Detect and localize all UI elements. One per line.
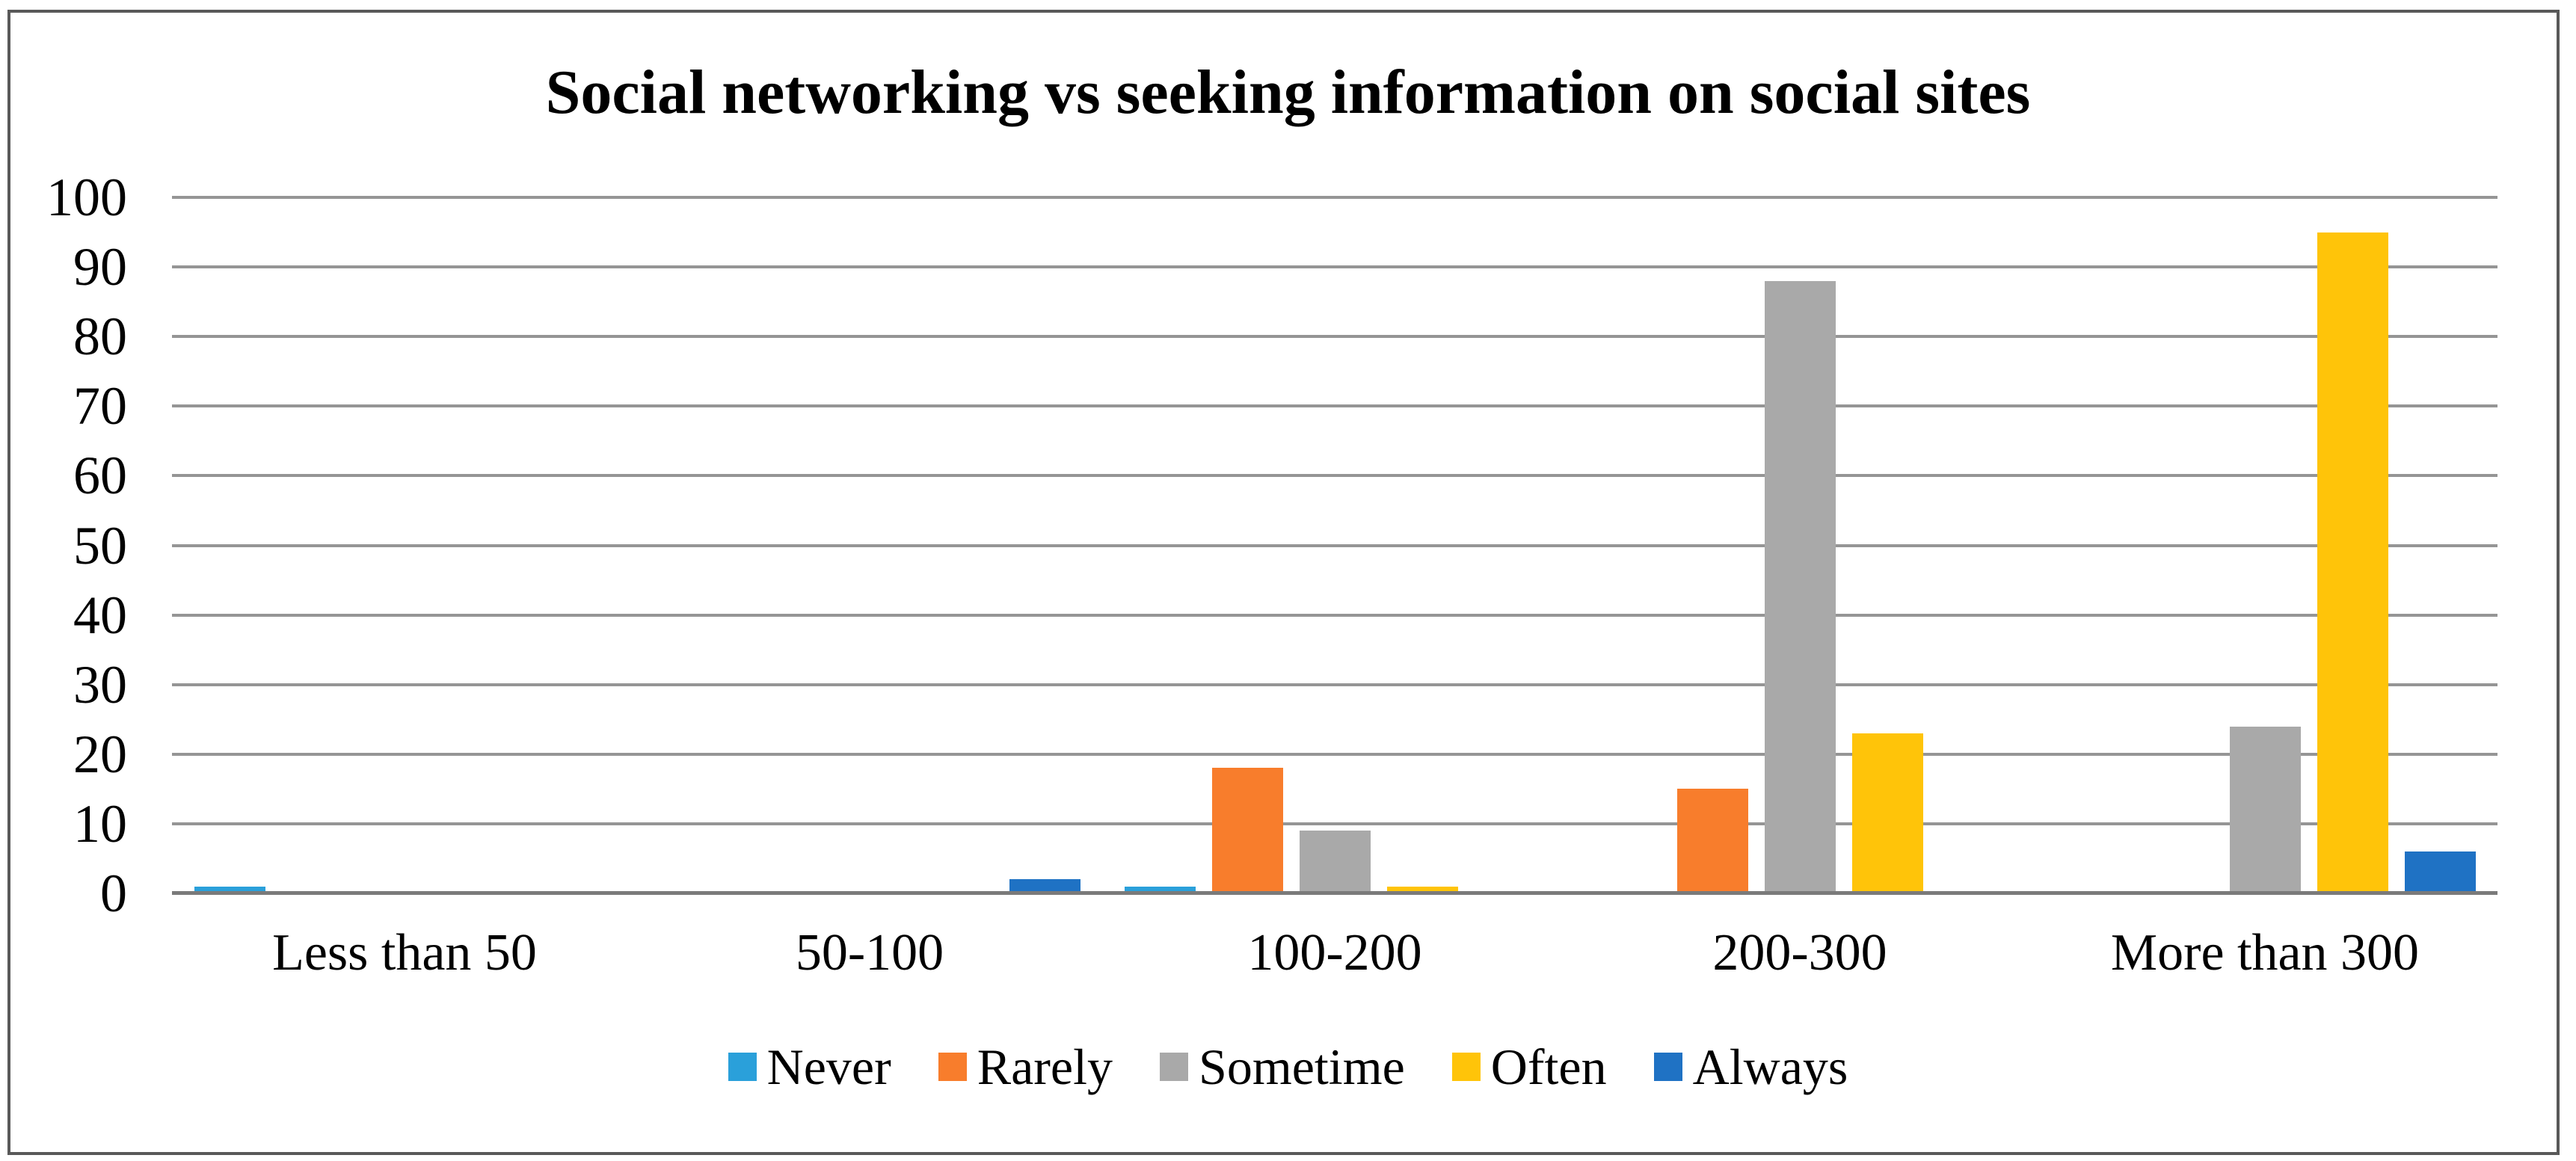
bar-slot-always: [544, 197, 615, 893]
gridline-70: [172, 404, 2497, 408]
legend-label: Sometime: [1199, 1038, 1405, 1095]
y-axis-labels: 0 10 20 30 40 50 60 70 80 90 100: [0, 170, 127, 920]
bar-slot-rarely: [1676, 197, 1748, 893]
bar-often: [1851, 733, 1923, 893]
legend-item-sometime: Sometime: [1160, 1041, 1405, 1092]
x-axis-category-label: 100-200: [1247, 924, 1422, 982]
y-axis-tick-label: 80: [73, 307, 127, 367]
bar-group-3: [1102, 197, 1567, 893]
bar-slot-never: [660, 197, 731, 893]
gridline-50: [172, 543, 2497, 547]
gridline-20: [172, 752, 2497, 756]
x-axis-category-label: 50-100: [795, 924, 944, 982]
legend-item-never: Never: [728, 1041, 891, 1092]
legend-swatch-icon: [1160, 1053, 1189, 1081]
bar-group-2: [637, 197, 1102, 893]
bar-slot-always: [1475, 197, 1546, 893]
legend-item-rarely: Rarely: [938, 1041, 1113, 1092]
bar-slot-sometime: [2229, 197, 2301, 893]
bar-slot-often: [2317, 197, 2388, 893]
gridline-90: [172, 265, 2497, 269]
bar-slot-sometime: [834, 197, 906, 893]
y-axis-tick-label: 0: [100, 863, 127, 923]
bar-group-4: [1567, 197, 2032, 893]
bar-slot-always: [1940, 197, 2011, 893]
gridline-10: [172, 822, 2497, 825]
bar-slot-rarely: [1211, 197, 1283, 893]
bar-sometime: [2229, 726, 2301, 893]
bar-slot-often: [922, 197, 993, 893]
bar-always: [2404, 851, 2476, 893]
bar-slot-always: [1009, 197, 1080, 893]
chart-title: Social networking vs seeking information…: [545, 58, 2031, 127]
bar-often: [1386, 886, 1458, 893]
bar-often: [2317, 232, 2388, 893]
bar-slot-rarely: [282, 197, 353, 893]
legend-item-always: Always: [1653, 1038, 1848, 1095]
legend-label: Always: [1692, 1038, 1848, 1095]
bar-rarely: [1676, 789, 1748, 893]
legend-swatch-icon: [728, 1053, 757, 1081]
bar-slot-rarely: [747, 197, 818, 893]
bar-slot-always: [2404, 197, 2476, 893]
x-axis-category-label: 200-300: [1712, 924, 1887, 982]
x-axis-category-label: Less than 50: [272, 924, 537, 982]
bar-groups: [172, 197, 2497, 893]
gridline-30: [172, 683, 2497, 686]
bar-slot-often: [1386, 197, 1458, 893]
bar-slot-often: [1851, 197, 1923, 893]
x-axis-category-label: More than 300: [2110, 924, 2420, 982]
bar-sometime: [1764, 280, 1836, 893]
gridline-40: [172, 613, 2497, 617]
x-axis-line: [172, 891, 2497, 895]
y-axis-tick-label: 50: [73, 515, 127, 576]
bar-sometime: [1299, 831, 1371, 893]
y-axis-tick-label: 90: [73, 237, 127, 298]
y-axis-tick-label: 70: [73, 376, 127, 437]
gridline-80: [172, 335, 2497, 339]
legend-swatch-icon: [1451, 1053, 1481, 1081]
legend: Never Rarely Sometime Often Always: [0, 1041, 2576, 1092]
bar-slot-never: [2055, 197, 2126, 893]
bar-rarely: [1211, 768, 1283, 893]
bar-slot-never: [194, 197, 265, 893]
bar-slot-sometime: [1299, 197, 1371, 893]
bar-never: [1124, 886, 1196, 893]
legend-label: Often: [1490, 1038, 1607, 1095]
bar-slot-never: [1124, 197, 1196, 893]
y-axis-tick-label: 10: [73, 793, 127, 854]
bar-always: [1009, 879, 1080, 893]
bar-slot-sometime: [369, 197, 440, 893]
bar-slot-often: [457, 197, 528, 893]
legend-swatch-icon: [1653, 1053, 1682, 1081]
legend-label: Rarely: [977, 1038, 1113, 1095]
legend-swatch-icon: [938, 1053, 967, 1081]
bar-slot-sometime: [1764, 197, 1836, 893]
bar-group-1: [172, 197, 637, 893]
bar-slot-rarely: [2142, 197, 2213, 893]
bar-never: [194, 886, 265, 893]
x-axis-labels: Less than 50 50-100 100-200 200-300 More tha…: [172, 927, 2497, 979]
bar-slot-never: [1590, 197, 1661, 893]
y-axis-tick-label: 100: [46, 167, 127, 227]
y-axis-tick-label: 60: [73, 446, 127, 506]
plot-area: [172, 196, 2497, 895]
legend-label: Never: [766, 1038, 891, 1095]
y-axis-tick-label: 30: [73, 654, 127, 715]
gridline-100: [172, 196, 2497, 199]
legend-item-often: Often: [1451, 1038, 1607, 1095]
y-axis-tick-label: 40: [73, 585, 127, 645]
y-axis-tick-label: 20: [73, 724, 127, 784]
gridline-60: [172, 474, 2497, 478]
bar-group-5: [2032, 197, 2497, 893]
